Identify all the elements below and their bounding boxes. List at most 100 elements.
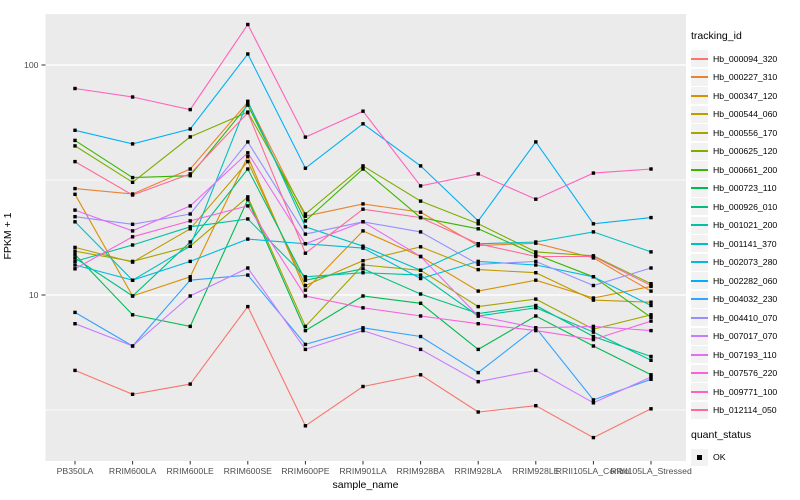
legend-item-label: Hb_002282_060 [713,275,778,286]
data-point [361,267,365,271]
data-point [246,273,250,277]
data-point [476,347,480,352]
data-point [361,271,365,275]
data-point [591,254,596,259]
data-point [418,347,423,352]
data-point [188,259,192,264]
data-point [591,275,596,279]
x-tick-label: PB350LA [57,466,94,476]
legend-key-line [691,316,708,319]
data-point [188,275,192,279]
legend-key-swatch [691,272,708,289]
y-axis-title: FPKM + 1 [2,212,14,260]
legend: tracking_id Hb_000094_320 Hb_000227_310 Hb… [691,30,799,467]
legend-key-line [691,279,708,282]
data-point [73,249,77,253]
legend-item-Hb_004032_230: Hb_004032_230 [691,290,799,308]
data-point [591,222,596,226]
data-point [476,380,480,384]
data-point [246,159,250,164]
data-point [649,373,653,377]
data-point [246,151,250,155]
data-point [534,254,538,259]
legend-key-swatch [691,235,708,252]
data-point [73,144,77,148]
legend-key-line [691,242,708,245]
data-point [361,202,365,206]
data-point [534,297,538,301]
data-point [246,197,250,202]
x-tick-label: RRIM901LA [339,466,387,476]
data-point [303,283,308,288]
data-point [130,313,135,317]
legend-key-swatch [691,50,708,67]
data-point [188,225,192,229]
data-point [649,328,653,333]
legend-item-label: Hb_000723_110 [713,183,777,193]
data-point [649,377,653,381]
legend-key-swatch [691,290,708,308]
data-point [73,310,77,315]
data-point [188,382,192,386]
data-point [361,122,365,126]
data-point [130,243,135,247]
data-point [73,368,77,373]
data-point [188,212,192,216]
data-point [649,283,653,288]
legend-item-Hb_000625_120: Hb_000625_120 [691,142,799,160]
data-point [418,276,423,281]
legend-item-Hb_000544_060: Hb_000544_060 [691,105,799,123]
data-point [361,164,365,168]
data-point [476,267,480,272]
data-point [591,435,596,440]
legend-key-line [691,409,708,411]
data-point [534,140,538,144]
data-point [303,328,308,333]
data-point [130,180,135,184]
data-point [188,294,192,298]
data-point [246,99,250,103]
data-point [361,229,365,233]
data-point [361,220,365,224]
y-tick-label: 100 [24,60,39,70]
legend-key-swatch [691,68,708,86]
data-point [649,354,653,359]
data-point [476,172,480,176]
data-point [73,267,77,271]
legend-item-label: Hb_007017_070 [713,331,778,341]
data-point [534,306,538,310]
x-tick-label: RRIM600SE [224,466,272,476]
data-point [591,337,596,342]
legend-key-swatch [691,87,708,104]
data-point [188,174,192,178]
data-point [591,401,596,405]
data-point [534,278,538,282]
legend-item-label: Hb_007576_220 [713,368,778,378]
data-point [418,373,423,377]
data-point [649,319,653,323]
data-point [591,330,596,334]
data-point [476,222,480,226]
legend-quant-items: OK [691,448,799,466]
data-point [130,294,135,298]
legend-item-label: Hb_000661_200 [713,164,778,175]
data-point [246,140,250,144]
legend-key-line [691,94,708,97]
data-point [649,407,653,411]
data-point [188,244,192,248]
x-tick-label: RRIM928BA [396,466,444,476]
data-point [361,294,365,298]
data-point [649,167,653,171]
legend-key-line [691,224,708,226]
data-point [303,232,308,236]
data-point [130,235,135,239]
data-point [418,301,423,305]
data-point [361,306,365,310]
legend-key-line [691,261,708,263]
legend-item-label: Hb_002073_280 [713,257,778,267]
data-point [591,230,596,234]
legend-key-swatch [691,253,708,271]
legend-item-label: Hb_000625_120 [713,146,778,156]
data-point [130,278,135,282]
data-point [649,358,653,362]
